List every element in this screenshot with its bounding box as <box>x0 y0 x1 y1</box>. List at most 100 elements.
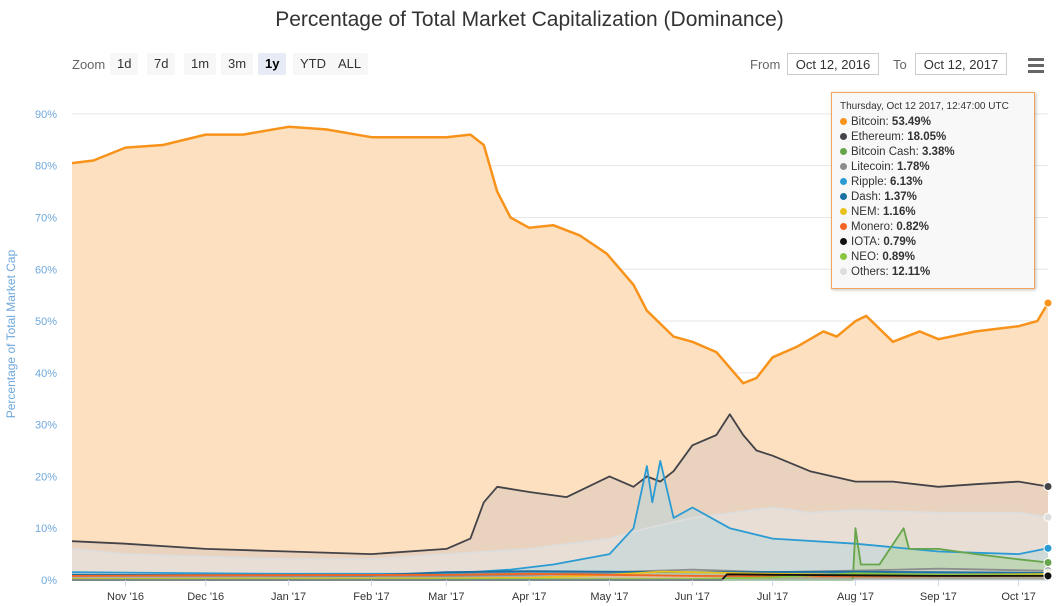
menu-bar-icon <box>1028 70 1044 73</box>
line-monero <box>71 572 1049 578</box>
y-tick-label: 40% <box>35 368 57 380</box>
area-bitcoin <box>72 126 1048 581</box>
x-tick-label: Nov '16 <box>107 591 144 603</box>
marker-bitcoin-cash <box>1043 557 1053 567</box>
tooltip-series-name: Bitcoin Cash <box>851 146 916 158</box>
marker-iota <box>1043 571 1053 581</box>
tooltip-series-name: Ethereum <box>851 131 901 143</box>
y-tick-label: 30% <box>35 420 57 432</box>
series-dot-icon <box>840 148 847 155</box>
tooltip-header: Thursday, Oct 12 2017, 12:47:00 UTC <box>840 101 1009 112</box>
tooltip-series-name: Litecoin <box>851 161 891 173</box>
tooltip-row-dash: Dash: 1.37% <box>840 190 1026 205</box>
zoom-3m-button[interactable]: 3m <box>221 53 254 75</box>
line-ethereum <box>71 413 1049 555</box>
tooltip-series-value: 1.37% <box>884 191 917 203</box>
hover-tooltip: Thursday, Oct 12 2017, 12:47:00 UTC Bitc… <box>831 92 1035 289</box>
x-tick-label: Apr '17 <box>512 591 547 603</box>
zoom-1y-button[interactable]: 1y <box>258 53 287 75</box>
y-tick-label: 60% <box>35 264 57 276</box>
y-tick-label: 90% <box>35 109 57 121</box>
menu-bar-icon <box>1028 58 1044 61</box>
tooltip-series-value: 12.11% <box>891 266 931 278</box>
tooltip-series-value: 0.79% <box>883 236 916 248</box>
tooltip-series-value: 1.16% <box>882 206 916 218</box>
series-dot-icon <box>840 208 847 215</box>
menu-bar-icon <box>1028 64 1044 67</box>
series-dot-icon <box>840 193 847 200</box>
tooltip-series-name: Bitcoin <box>851 116 886 128</box>
from-date-input[interactable]: Oct 12, 2016 <box>787 53 879 75</box>
zoom-ytd-button[interactable]: YTD <box>293 53 333 75</box>
x-tick-label: Dec '16 <box>187 591 224 603</box>
marker-ripple <box>1043 543 1053 553</box>
tooltip-row-iota: IOTA: 0.79% <box>840 235 1026 250</box>
marker-bitcoin <box>1043 298 1053 308</box>
zoom-label: Zoom <box>72 57 106 72</box>
tooltip-series-value: 53.49% <box>891 116 931 128</box>
tooltip-rows: Bitcoin: 53.49% Ethereum: 18.05% Bitcoin C… <box>840 115 1026 280</box>
tooltip-row-bitcoin-cash: Bitcoin Cash: 3.38% <box>840 145 1026 160</box>
marker-ethereum <box>1043 482 1053 492</box>
series-dot-icon <box>840 118 847 125</box>
series-end-markers <box>1043 298 1053 581</box>
y-tick-label: 50% <box>35 316 57 328</box>
tooltip-row-ripple: Ripple: 6.13% <box>840 175 1026 190</box>
line-bitcoin-cash <box>72 527 1049 581</box>
tooltip-series-value: 3.38% <box>921 146 955 158</box>
y-axis: 0% 10% 20% 30% 40% 50% 60% 70% 80% 90% <box>35 109 57 587</box>
y-tick-label: 80% <box>35 161 57 173</box>
zoom-1d-button[interactable]: 1d <box>110 53 139 75</box>
series-dot-icon <box>840 133 847 140</box>
series-dot-icon <box>840 223 847 230</box>
x-tick-label: Feb '17 <box>353 591 389 603</box>
tooltip-series-name: NEO <box>851 251 876 263</box>
to-label: To <box>893 57 907 72</box>
line-bitcoin <box>71 125 1050 385</box>
tooltip-series-name: Monero <box>851 221 890 233</box>
tooltip-row-nem: NEM: 1.16% <box>840 205 1026 220</box>
tooltip-series-value: 18.05% <box>907 131 947 143</box>
from-label: From <box>750 57 781 72</box>
x-tick-label: Oct '17 <box>1001 591 1036 603</box>
chart-menu-button[interactable] <box>1026 56 1046 74</box>
series-dot-icon <box>840 238 847 245</box>
tooltip-series-value: 1.78% <box>897 161 930 173</box>
x-axis: Nov '16 Dec '16 Jan '17 Feb '17 Mar '17 Apr '… <box>72 579 1048 603</box>
y-axis-title: Percentage of Total Market Cap <box>4 249 18 418</box>
zoom-1m-button[interactable]: 1m <box>184 53 217 75</box>
marker-others <box>1043 512 1053 522</box>
series-dot-icon <box>840 253 847 260</box>
to-date-input[interactable]: Oct 12, 2017 <box>915 53 1007 75</box>
y-tick-label: 10% <box>35 523 57 535</box>
x-tick-label: Jul '17 <box>757 591 788 603</box>
series-dot-icon <box>840 178 847 185</box>
tooltip-row-monero: Monero: 0.82% <box>840 220 1026 235</box>
tooltip-series-name: NEM <box>851 206 877 218</box>
chart-title: Percentage of Total Market Capitalizatio… <box>275 8 784 31</box>
tooltip-series-name: Others <box>851 266 886 278</box>
tooltip-row-bitcoin: Bitcoin: 53.49% <box>840 115 1026 130</box>
tooltip-series-value: 0.82% <box>896 221 929 233</box>
x-tick-label: May '17 <box>590 591 628 603</box>
x-tick-label: Jun '17 <box>675 591 710 603</box>
y-tick-label: 0% <box>41 575 57 587</box>
x-tick-label: Aug '17 <box>837 591 874 603</box>
y-tick-label: 20% <box>35 471 57 483</box>
tooltip-row-others: Others: 12.11% <box>840 265 1026 280</box>
line-litecoin <box>72 567 1049 577</box>
area-ripple <box>72 460 1048 580</box>
x-tick-label: Sep '17 <box>920 591 957 603</box>
zoom-7d-button[interactable]: 7d <box>147 53 176 75</box>
y-tick-label: 70% <box>35 212 57 224</box>
x-tick-label: Mar '17 <box>428 591 464 603</box>
tooltip-series-value: 6.13% <box>890 176 923 188</box>
tooltip-row-litecoin: Litecoin: 1.78% <box>840 160 1026 175</box>
tooltip-series-name: IOTA <box>851 236 877 248</box>
x-tick-label: Jan '17 <box>271 591 306 603</box>
tooltip-series-name: Dash <box>851 191 878 203</box>
tooltip-series-value: 0.89% <box>882 251 915 263</box>
series-dot-icon <box>840 268 847 275</box>
zoom-all-button[interactable]: ALL <box>331 53 369 75</box>
tooltip-row-neo: NEO: 0.89% <box>840 250 1026 265</box>
